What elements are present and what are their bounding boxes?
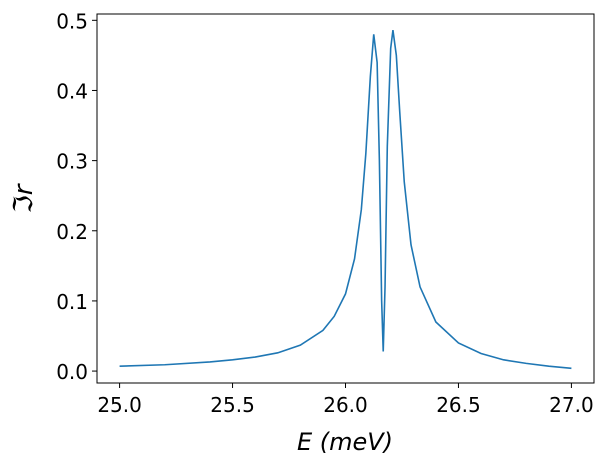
y-tick-label: 0.0 xyxy=(56,360,88,384)
y-tick-label: 0.5 xyxy=(56,9,88,33)
y-tick-label: 0.1 xyxy=(56,290,88,314)
plot-frame xyxy=(96,13,595,384)
y-axis-label: ℑr xyxy=(9,182,39,213)
y-tick-label: 0.4 xyxy=(56,79,88,103)
x-tick-label: 26.0 xyxy=(323,393,368,417)
y-tick-label: 0.3 xyxy=(56,150,88,174)
data-line xyxy=(119,30,572,370)
x-tick-label: 25.5 xyxy=(210,393,255,417)
x-tick-label: 27.0 xyxy=(549,393,594,417)
x-tick-label: 26.5 xyxy=(436,393,481,417)
x-axis-label: E (meV) xyxy=(297,428,393,456)
y-tick-label: 0.2 xyxy=(56,220,88,244)
x-tick-label: 25.0 xyxy=(97,393,142,417)
